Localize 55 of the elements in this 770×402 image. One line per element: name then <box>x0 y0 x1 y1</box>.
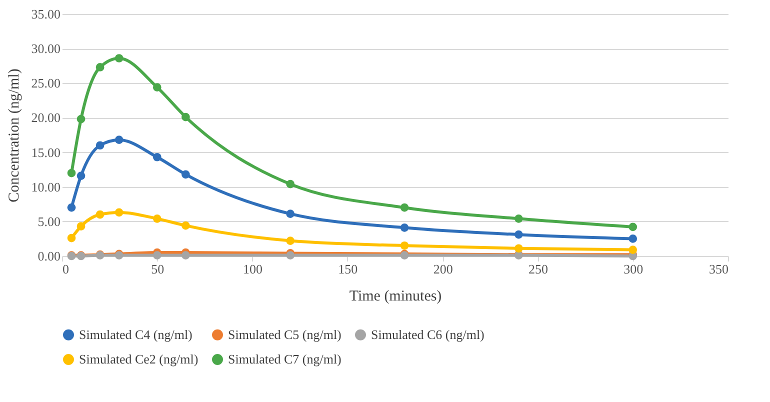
x-tick-label: 300 <box>624 262 644 276</box>
point <box>96 210 104 219</box>
point <box>67 168 76 178</box>
point <box>182 170 190 179</box>
legend-label: Simulated C4 (ng/ml) <box>79 326 192 342</box>
point <box>76 114 86 124</box>
x-tick-label: 250 <box>528 262 548 276</box>
y-tick-label: 20.00 <box>31 110 60 126</box>
point <box>96 141 104 150</box>
point <box>286 236 295 245</box>
x-tick-label: 50 <box>151 262 164 276</box>
legend-label: Simulated C7 (ng/ml) <box>228 352 342 366</box>
point <box>96 63 104 72</box>
point <box>152 152 162 162</box>
point <box>514 230 523 239</box>
point <box>182 112 190 122</box>
legend-label: Simulated C6 (ng/ml) <box>371 326 484 342</box>
point <box>152 214 162 223</box>
point <box>67 203 76 212</box>
y-tick-label: 0.00 <box>38 248 60 264</box>
point <box>114 208 124 217</box>
point <box>400 203 409 212</box>
legend-label: Simulated Ce2 (ng/ml) <box>79 352 198 366</box>
y-tick-label: 15.00 <box>31 144 60 160</box>
point <box>286 210 295 218</box>
point <box>152 83 162 92</box>
x-tick-label: 0 <box>62 262 69 276</box>
y-tick-label: 5.00 <box>38 214 60 229</box>
x-tick-label: 100 <box>243 262 263 276</box>
point <box>400 241 409 250</box>
point <box>152 251 162 260</box>
y-tick-label: 30.00 <box>31 41 60 56</box>
point <box>182 251 190 260</box>
y-tick-label: 35.00 <box>31 6 60 22</box>
point <box>114 136 124 144</box>
point <box>182 221 190 230</box>
x-axis-title: Time (minutes) <box>349 288 442 304</box>
point <box>628 234 638 243</box>
point <box>76 222 86 230</box>
point <box>286 180 295 188</box>
x-tick-label: 350 <box>709 262 728 276</box>
legend-label: Simulated C5 (ng/ml) <box>228 326 342 342</box>
point <box>76 172 86 180</box>
y-tick-label: 10.00 <box>31 179 60 194</box>
point <box>514 244 523 253</box>
point <box>628 246 638 254</box>
y-tick-label: 25.00 <box>31 76 60 91</box>
x-tick-label: 200 <box>433 262 453 276</box>
point <box>628 222 638 232</box>
y-axis-title: Concentration (ng/ml) <box>6 68 22 202</box>
point <box>114 54 124 62</box>
point <box>400 223 409 232</box>
point <box>67 234 76 242</box>
point <box>514 214 523 223</box>
x-tick-label: 150 <box>338 262 358 276</box>
